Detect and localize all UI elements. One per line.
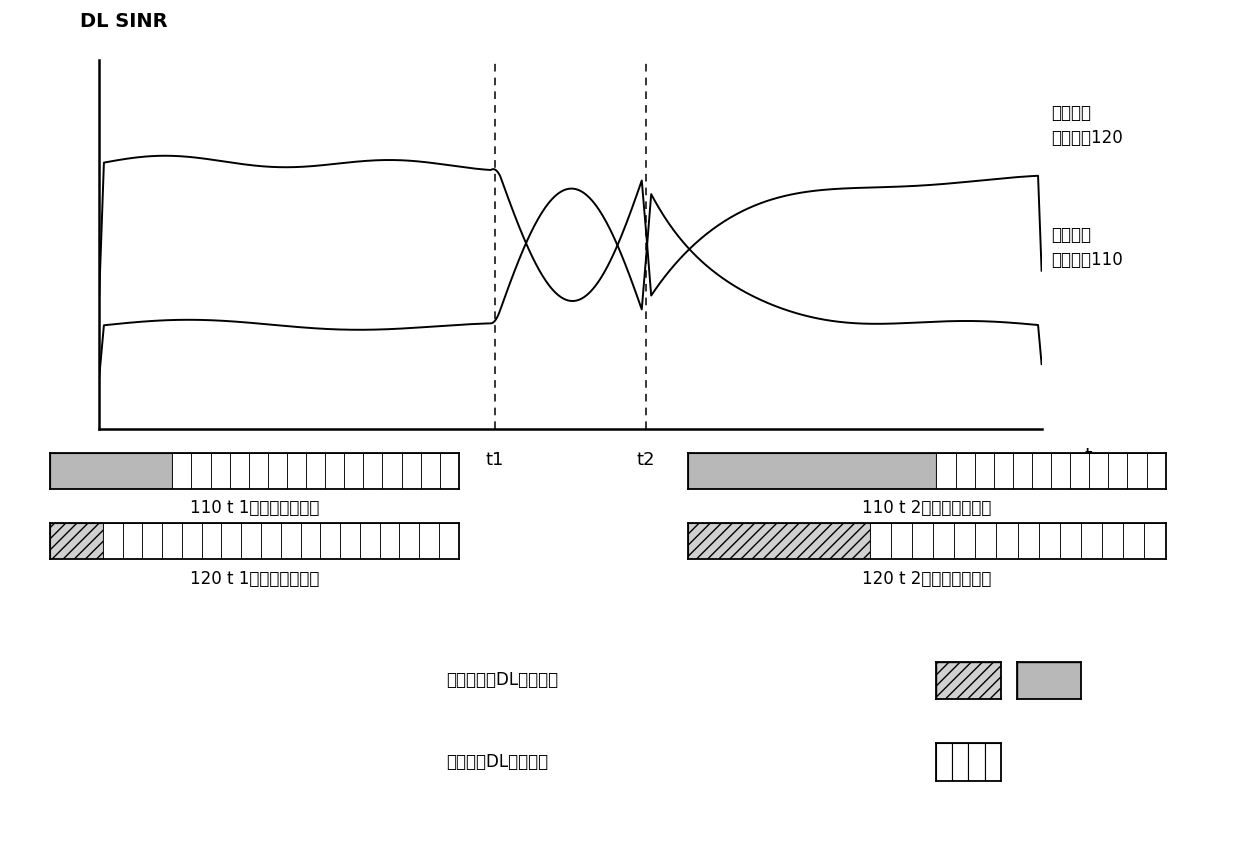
Bar bbox=[249, 453, 268, 489]
Bar bbox=[419, 523, 439, 559]
Bar bbox=[985, 743, 1001, 781]
Text: 120 t 1处的缓冲区状态: 120 t 1处的缓冲区状态 bbox=[190, 570, 319, 588]
Bar bbox=[50, 453, 172, 489]
Bar bbox=[1052, 453, 1070, 489]
Bar bbox=[1032, 453, 1052, 489]
Bar bbox=[260, 523, 280, 559]
Text: 110 t 1处的缓冲区状态: 110 t 1处的缓冲区状态 bbox=[190, 499, 319, 517]
Bar bbox=[936, 743, 952, 781]
Bar bbox=[382, 453, 402, 489]
Text: t1: t1 bbox=[486, 451, 505, 469]
Bar bbox=[420, 453, 440, 489]
Bar bbox=[439, 523, 459, 559]
Text: DL SINR: DL SINR bbox=[81, 11, 167, 31]
Bar bbox=[1018, 523, 1039, 559]
Bar bbox=[911, 523, 932, 559]
Bar bbox=[955, 523, 976, 559]
Bar bbox=[1102, 523, 1123, 559]
Bar bbox=[869, 523, 890, 559]
Bar bbox=[242, 523, 260, 559]
Bar bbox=[952, 743, 968, 781]
Bar bbox=[993, 453, 1013, 489]
Bar bbox=[1109, 453, 1127, 489]
Bar bbox=[440, 453, 459, 489]
Bar bbox=[50, 523, 103, 559]
Bar bbox=[123, 523, 143, 559]
Bar bbox=[320, 523, 340, 559]
Bar bbox=[1060, 523, 1081, 559]
Bar bbox=[306, 453, 325, 489]
Text: 120 t 2处的缓冲区状态: 120 t 2处的缓冲区状态 bbox=[862, 570, 992, 588]
Bar bbox=[997, 523, 1018, 559]
Bar bbox=[956, 453, 975, 489]
Bar bbox=[379, 523, 399, 559]
Bar bbox=[1081, 523, 1102, 559]
Bar bbox=[1089, 453, 1109, 489]
Text: 要发送的DL用户数据: 要发送的DL用户数据 bbox=[446, 753, 548, 770]
Bar bbox=[280, 523, 300, 559]
Bar bbox=[222, 523, 242, 559]
Bar bbox=[162, 523, 182, 559]
Bar bbox=[103, 523, 123, 559]
Bar bbox=[1070, 453, 1089, 489]
Bar bbox=[172, 453, 191, 489]
Bar bbox=[399, 523, 419, 559]
Bar bbox=[182, 523, 202, 559]
Bar bbox=[402, 453, 420, 489]
Bar bbox=[143, 523, 162, 559]
Bar bbox=[890, 523, 911, 559]
Bar bbox=[1013, 453, 1032, 489]
Text: 第一网络
节点设备110: 第一网络 节点设备110 bbox=[1052, 227, 1122, 269]
Bar bbox=[345, 453, 363, 489]
Bar bbox=[975, 453, 993, 489]
Text: 成功发送的DL用户数据: 成功发送的DL用户数据 bbox=[446, 672, 558, 689]
Bar bbox=[1145, 523, 1166, 559]
Bar bbox=[1147, 453, 1166, 489]
Bar bbox=[202, 523, 222, 559]
Bar bbox=[300, 523, 320, 559]
Bar bbox=[229, 453, 249, 489]
Bar bbox=[688, 453, 936, 489]
Bar bbox=[976, 523, 997, 559]
Text: 辅助网络
节点设备120: 辅助网络 节点设备120 bbox=[1052, 105, 1122, 148]
Bar bbox=[936, 453, 956, 489]
Bar bbox=[340, 523, 360, 559]
Text: t2: t2 bbox=[636, 451, 655, 469]
Bar bbox=[191, 453, 211, 489]
Bar bbox=[688, 523, 869, 559]
Bar bbox=[932, 523, 955, 559]
Bar bbox=[268, 453, 286, 489]
Bar bbox=[968, 743, 985, 781]
Bar bbox=[363, 453, 382, 489]
Bar bbox=[1123, 523, 1145, 559]
Bar bbox=[286, 453, 306, 489]
Text: t: t bbox=[1085, 448, 1092, 467]
Bar bbox=[325, 453, 345, 489]
Bar bbox=[1127, 453, 1147, 489]
Bar bbox=[211, 453, 229, 489]
Text: 110 t 2处的缓冲区状态: 110 t 2处的缓冲区状态 bbox=[862, 499, 992, 517]
Bar bbox=[1039, 523, 1060, 559]
Bar bbox=[360, 523, 379, 559]
